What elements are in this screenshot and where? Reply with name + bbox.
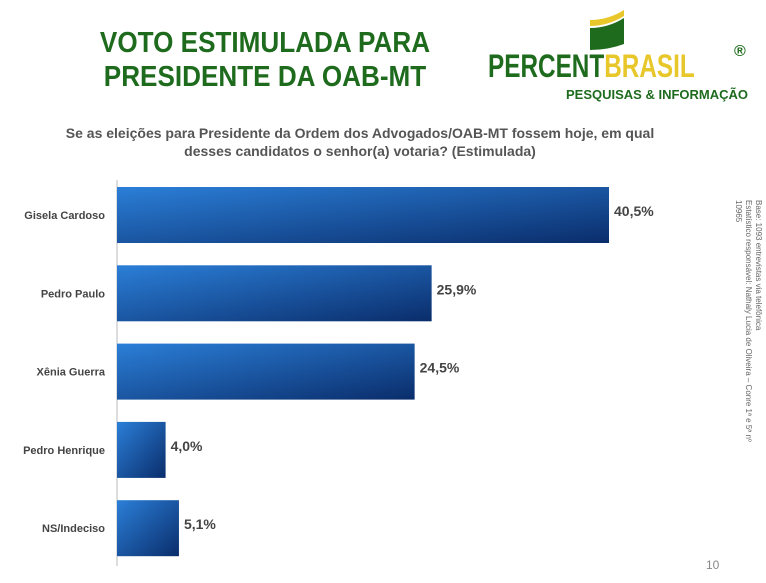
bar xyxy=(117,187,609,243)
registered-mark: ® xyxy=(734,43,746,60)
bar xyxy=(117,500,179,557)
category-label: Gisela Cardoso xyxy=(24,210,105,222)
category-label: Pedro Paulo xyxy=(41,288,105,300)
methodology-note: Base: 1093 entrevistas via telefônica Es… xyxy=(733,200,763,460)
data-label: 24,5% xyxy=(420,360,460,376)
title-line-1: VOTO ESTIMULADA PARA xyxy=(99,27,431,59)
category-label: NS/Indeciso xyxy=(42,523,105,535)
page-title: VOTO ESTIMULADA PARA PRESIDENTE DA OAB-M… xyxy=(81,26,450,94)
data-label: 25,9% xyxy=(437,281,477,297)
percentbrasil-logo: PERCENTBRASIL ® PESQUISAS & INFORMAÇÃO xyxy=(486,8,756,108)
bar xyxy=(117,265,432,322)
bar xyxy=(117,421,166,478)
title-line-2: PRESIDENTE DA OAB-MT xyxy=(103,61,427,93)
data-label: 4,0% xyxy=(171,438,203,454)
logo-text: PERCENTBRASIL xyxy=(488,48,695,84)
chart-title: Se as eleições para Presidente da Ordem … xyxy=(65,125,655,159)
category-label: Xênia Guerra xyxy=(37,367,106,379)
logo-tagline: PESQUISAS & INFORMAÇÃO xyxy=(566,87,749,102)
data-label: 5,1% xyxy=(184,516,216,532)
category-label: Pedro Henrique xyxy=(23,445,105,457)
statistician-note: Estatístico responsável: Nathaly Lucia d… xyxy=(734,200,753,442)
base-note: Base: 1093 entrevistas via telefônica xyxy=(754,200,763,331)
page-number: 10 xyxy=(706,558,720,572)
flag-icon xyxy=(590,10,624,50)
data-label: 40,5% xyxy=(614,203,654,219)
bar xyxy=(117,343,415,400)
